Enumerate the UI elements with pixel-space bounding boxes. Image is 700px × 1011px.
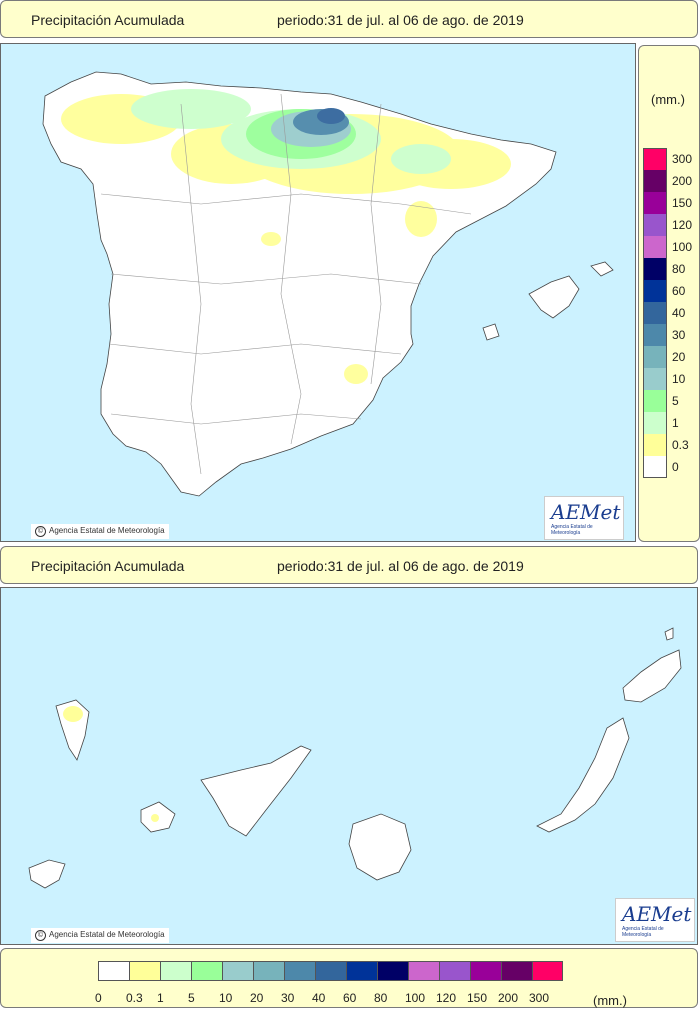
- legend-label: 20: [672, 350, 686, 364]
- legend-swatch: [129, 961, 160, 981]
- legend-label: 120: [672, 218, 693, 232]
- legend-label: 1: [672, 416, 679, 430]
- legend-swatch: [222, 961, 253, 981]
- legend-swatch: [643, 456, 667, 478]
- peninsula-map[interactable]: © Agencia Estatal de Meteorología AEMet A…: [0, 43, 636, 542]
- aemet-logo-canarias: AEMet Agencia Estatal de Meteorología: [615, 898, 695, 942]
- lanzarote-land: [622, 649, 682, 703]
- gran-canaria-land: [348, 813, 412, 881]
- legend-swatch: [253, 961, 284, 981]
- legend-label: 150: [467, 991, 488, 1005]
- legend-swatch: [408, 961, 439, 981]
- legend-label: 60: [343, 991, 357, 1005]
- legend-label: 20: [250, 991, 264, 1005]
- legend-swatch: [346, 961, 377, 981]
- la-graciosa-land: [664, 627, 674, 641]
- legend-swatch: [191, 961, 222, 981]
- legend-label: 100: [672, 240, 693, 254]
- legend-label: 5: [672, 394, 679, 408]
- legend-label: 300: [672, 152, 693, 166]
- legend-swatch: [643, 324, 667, 346]
- legend-swatch: [439, 961, 470, 981]
- aemet-logo-word: AEMet: [551, 500, 621, 524]
- legend-label: 80: [672, 262, 686, 276]
- legend-swatch: [532, 961, 563, 981]
- map-period: periodo:31 de jul. al 06 de ago. de 2019: [277, 12, 524, 28]
- legend-swatch: [643, 280, 667, 302]
- legend-label: 0.3: [126, 991, 143, 1005]
- credit-canarias: © Agencia Estatal de Meteorología: [31, 928, 169, 943]
- legend-label: 5: [188, 991, 195, 1005]
- legend-label: 0: [95, 991, 102, 1005]
- aemet-logo-subtitle: Agencia Estatal de Meteorología: [551, 524, 593, 536]
- legend-label: 0: [672, 460, 679, 474]
- canarias-map[interactable]: © Agencia Estatal de Meteorología AEMet A…: [0, 587, 698, 945]
- legend-vertical: (mm.) 0 0.3 1 5 10 20 30 40 60 80 100 120 150 200 300: [638, 45, 700, 542]
- legend-label: 60: [672, 284, 686, 298]
- legend-swatch: [643, 368, 667, 390]
- legend-label: 200: [672, 174, 693, 188]
- canarias-map-canvas: [28, 627, 682, 889]
- legend-swatch: [643, 412, 667, 434]
- province-borders: [100, 93, 472, 475]
- credit-peninsula: © Agencia Estatal de Meteorología: [31, 524, 169, 539]
- legend-label: 120: [436, 991, 457, 1005]
- legend-label: 30: [281, 991, 295, 1005]
- legend-label: 0.3: [672, 438, 689, 452]
- legend-label: 40: [312, 991, 326, 1005]
- peninsula-map-canvas: [42, 71, 614, 497]
- legend-label: 10: [672, 372, 686, 386]
- copyright-icon: ©: [35, 930, 46, 941]
- legend-swatch: [98, 961, 129, 981]
- legend-swatch: [643, 236, 667, 258]
- legend-label: 10: [219, 991, 233, 1005]
- legend-label: 80: [374, 991, 388, 1005]
- legend-swatch: [643, 192, 667, 214]
- map-header-canarias: Precipitación Acumulada periodo:31 de ju…: [0, 546, 698, 584]
- map-title: Precipitación Acumulada: [31, 12, 185, 28]
- legend-label: 30: [672, 328, 686, 342]
- ibiza-land: [482, 323, 500, 341]
- legend-swatch: [643, 258, 667, 280]
- precip-shading: [61, 89, 511, 384]
- precip-la-gomera: [151, 814, 159, 822]
- legend-unit: (mm.): [651, 92, 685, 107]
- legend-label: 1: [157, 991, 164, 1005]
- legend-swatch: [643, 148, 667, 170]
- aemet-logo: AEMet Agencia Estatal de Meteorología: [544, 496, 624, 540]
- legend-label: 200: [498, 991, 519, 1005]
- tenerife-land: [200, 745, 312, 837]
- legend-swatch: [315, 961, 346, 981]
- legend-horizontal: 0 0.3 1 5 10 20 30 40 60 80 100 120 150 200 300 (mm.): [0, 948, 698, 1008]
- el-hierro-land: [28, 859, 66, 889]
- legend-label: 40: [672, 306, 686, 320]
- map-header-peninsula: Precipitación Acumulada periodo:31 de ju…: [0, 0, 698, 38]
- legend-swatch: [284, 961, 315, 981]
- legend-swatch: [470, 961, 501, 981]
- precip-la-palma: [63, 706, 83, 722]
- legend-label: 150: [672, 196, 693, 210]
- aemet-logo-word: AEMet: [622, 902, 692, 926]
- legend-swatch: [643, 170, 667, 192]
- legend-swatch: [643, 434, 667, 456]
- menorca-land: [590, 261, 614, 277]
- legend-swatch: [643, 214, 667, 236]
- copyright-icon: ©: [35, 526, 46, 537]
- islands: [28, 627, 682, 889]
- legend-swatch: [643, 302, 667, 324]
- legend-swatch: [377, 961, 408, 981]
- legend-swatch: [501, 961, 532, 981]
- legend-swatch: [643, 390, 667, 412]
- map-title: Precipitación Acumulada: [31, 558, 185, 574]
- legend-unit: (mm.): [593, 993, 627, 1008]
- legend-label: 100: [405, 991, 426, 1005]
- legend-swatch: [643, 346, 667, 368]
- mallorca-land: [528, 275, 580, 319]
- fuerteventura-land: [536, 717, 630, 833]
- legend-label: 300: [529, 991, 550, 1005]
- map-period: periodo:31 de jul. al 06 de ago. de 2019: [277, 558, 524, 574]
- aemet-logo-subtitle: Agencia Estatal de Meteorología: [622, 926, 664, 938]
- legend-swatch: [160, 961, 191, 981]
